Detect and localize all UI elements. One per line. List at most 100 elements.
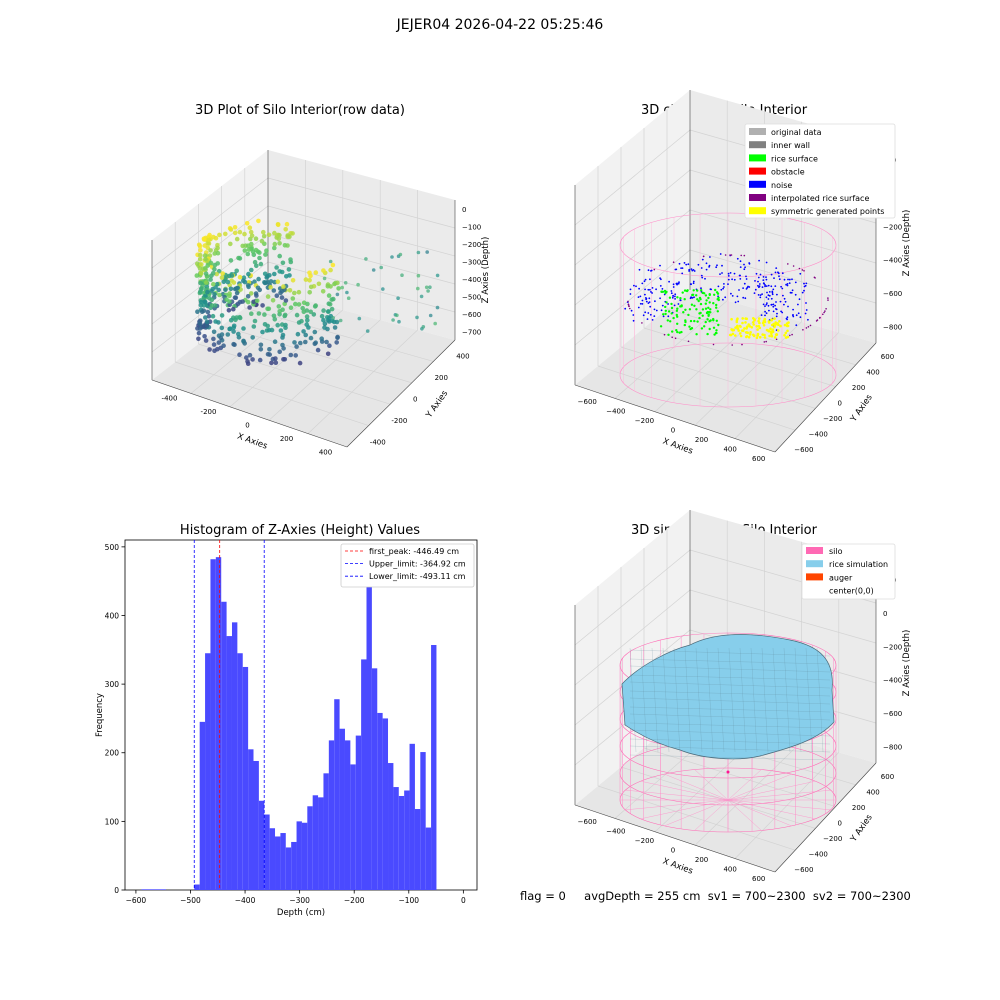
noise-point — [685, 263, 688, 266]
noise-point — [772, 305, 775, 308]
rice-surface-point — [693, 304, 696, 307]
x-tick-label: −200 — [635, 417, 654, 425]
noise-point — [678, 281, 680, 284]
scatter-point — [287, 288, 293, 293]
noise-point — [723, 283, 725, 285]
rice-surface-point — [691, 293, 694, 297]
noise-point — [757, 276, 760, 279]
noise-point — [745, 278, 748, 280]
rice-surface-point — [707, 306, 710, 309]
scatter-point — [292, 290, 297, 296]
scatter-point — [278, 290, 283, 296]
scatter-point — [203, 315, 208, 320]
scatter-point — [205, 241, 211, 246]
rice-surface-point — [715, 319, 718, 322]
scatter-point — [277, 232, 282, 238]
scatter-point — [258, 342, 264, 348]
noise-point — [795, 314, 798, 317]
noise-point — [705, 262, 708, 265]
scatter-point — [293, 301, 298, 307]
scatter-point — [268, 279, 274, 284]
scatter-point — [214, 271, 219, 277]
noise-point — [632, 314, 635, 316]
scatter-point — [332, 325, 338, 330]
noise-point — [799, 316, 802, 319]
noise-point — [775, 315, 778, 318]
histogram-bar — [318, 797, 324, 890]
histogram-bar — [398, 795, 405, 890]
silo-floor-spoke — [640, 799, 729, 820]
noise-point — [792, 314, 794, 317]
rice-surface-point — [708, 301, 711, 304]
y-tick-label: 600 — [881, 353, 894, 361]
scatter-point — [224, 297, 229, 302]
noise-point — [659, 264, 661, 267]
z-tick-label: 0 — [883, 610, 887, 618]
scatter-point — [248, 291, 254, 296]
noise-point — [782, 294, 784, 297]
noise-point — [754, 288, 757, 291]
y-tick-label: -400 — [370, 438, 386, 446]
histogram-bar — [226, 636, 232, 890]
outlier-point — [419, 294, 424, 299]
noise-point — [672, 283, 675, 286]
z-tick-label: −800 — [883, 743, 902, 751]
legend-swatch — [749, 141, 766, 149]
noise-point — [745, 275, 747, 278]
symmetric-point — [741, 321, 744, 325]
noise-point — [641, 282, 644, 285]
z-tick-label: −400 — [462, 276, 481, 284]
noise-point — [681, 272, 684, 275]
x-tick-label: −600 — [578, 398, 597, 406]
mesh-line — [629, 722, 831, 729]
scatter-point — [242, 248, 248, 253]
scatter-point — [252, 259, 258, 265]
histogram-bar — [312, 795, 319, 890]
scatter-point — [311, 312, 317, 317]
y-tick-label: 200 — [852, 804, 865, 812]
rice-surface-point — [704, 320, 707, 324]
y-tick-label: −200 — [823, 415, 842, 423]
scatter-point — [281, 357, 286, 362]
scatter-point — [336, 286, 341, 291]
noise-point — [766, 302, 768, 304]
scatter-point — [307, 290, 313, 295]
mesh-line — [761, 647, 769, 753]
outlier-point — [364, 257, 368, 261]
interpolated-point — [803, 270, 805, 272]
noise-point — [785, 283, 787, 286]
scatter-point — [321, 317, 326, 323]
noise-point — [690, 296, 692, 299]
interpolated-point — [827, 299, 829, 301]
scatter-point — [325, 309, 331, 314]
scatter-point — [271, 288, 277, 293]
histogram-bar — [291, 841, 297, 890]
noise-point — [683, 262, 686, 264]
legend-swatch — [806, 560, 823, 568]
scatter-point — [212, 303, 218, 308]
scatter-point — [199, 286, 204, 291]
symmetric-point — [775, 333, 778, 336]
noise-point — [764, 285, 766, 288]
scatter-point — [324, 339, 329, 345]
noise-point — [776, 293, 778, 296]
noise-point — [739, 266, 742, 268]
symmetric-point — [730, 328, 733, 331]
noise-point — [790, 291, 793, 294]
scatter-point — [305, 301, 310, 307]
noise-point — [781, 287, 784, 290]
scatter-point — [327, 302, 333, 307]
outlier-point — [396, 296, 400, 301]
scatter-point — [262, 322, 268, 327]
noise-point — [767, 304, 770, 307]
wall-grid — [574, 209, 691, 306]
x-tick-label: −200 — [635, 837, 654, 845]
y-tick-label: 600 — [881, 773, 894, 781]
noise-point — [768, 309, 770, 312]
noise-point — [774, 304, 776, 307]
noise-point — [637, 296, 640, 298]
histogram-bar — [307, 806, 313, 890]
x-tick-label: −100 — [398, 896, 419, 905]
scatter-point — [228, 241, 233, 247]
